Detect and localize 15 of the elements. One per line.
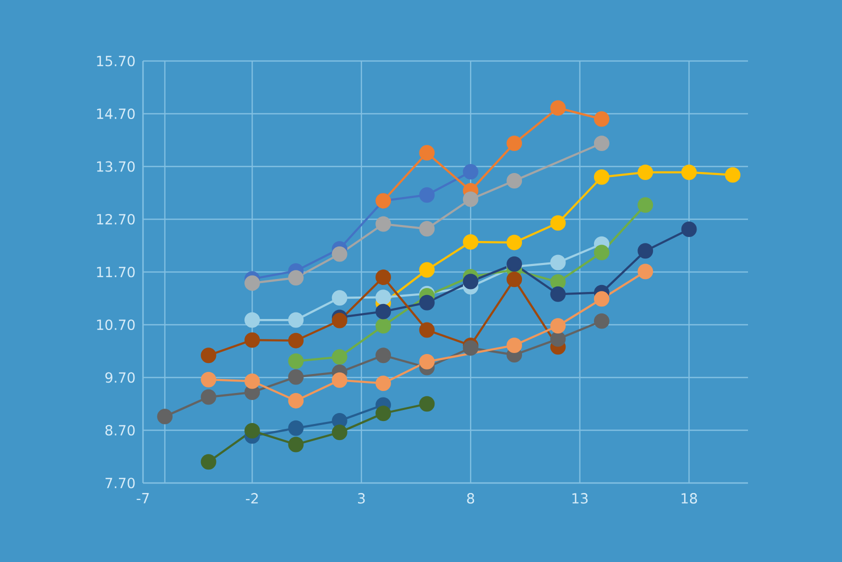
y-tick-label: 14.70 — [97, 108, 135, 120]
y-tick-label: 10.70 — [97, 319, 135, 330]
x-tick-label: 18 — [682, 493, 697, 504]
y-tick-label: 9.70 — [105, 372, 135, 383]
y-tick-label: 12.70 — [97, 214, 135, 225]
y-tick-label: 13.70 — [97, 161, 135, 172]
x-tick-label: 3 — [358, 493, 365, 504]
y-tick-label: 7.70 — [106, 478, 135, 488]
x-tick-label: -2 — [246, 493, 258, 504]
x-tick-label: -7 — [136, 493, 149, 504]
x-tick-label: 8 — [467, 493, 474, 504]
y-tick-label: 11.70 — [97, 266, 135, 278]
y-tick-label: 15.70 — [97, 56, 135, 66]
y-tick-label: 8.70 — [105, 424, 135, 436]
x-tick-label: 13 — [572, 493, 588, 504]
